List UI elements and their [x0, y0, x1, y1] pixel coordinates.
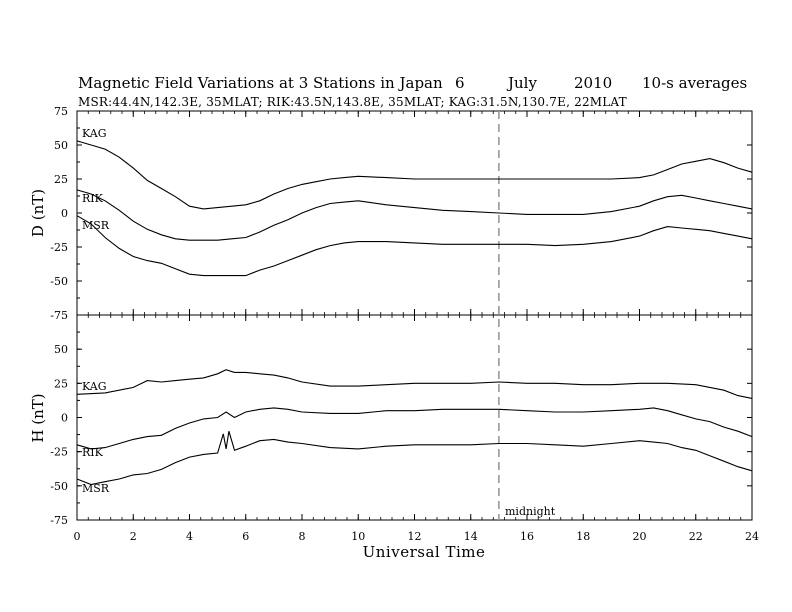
series-line-h-rik	[76, 407, 753, 450]
x-tick-label: 10	[351, 530, 365, 543]
chart-date: 6	[455, 74, 465, 92]
x-tick-label: 2	[130, 530, 137, 543]
x-tick-label: 16	[520, 530, 534, 543]
series-line-d-kag	[76, 140, 753, 210]
y-tick-label: 25	[54, 377, 68, 390]
series-line-h-msr	[76, 431, 753, 486]
x-tick-label: 6	[242, 530, 249, 543]
y-tick-label: -25	[50, 446, 68, 459]
x-tick-label: 4	[186, 530, 193, 543]
y-tick-label: 0	[61, 207, 68, 220]
d-label-kag: KAG	[82, 127, 107, 140]
h-axis-label: H (nT)	[29, 393, 47, 442]
h-label-msr: MSR	[82, 482, 110, 495]
x-tick-label: 8	[299, 530, 306, 543]
y-tick-label: -75	[50, 309, 68, 322]
y-tick-label: 50	[54, 139, 68, 152]
y-tick-label: -75	[50, 514, 68, 527]
x-tick-label: 0	[74, 530, 81, 543]
chart-averaging: 10-s averages	[642, 74, 747, 92]
chart-title: Magnetic Field Variations at 3 Stations …	[78, 74, 443, 92]
d-label-msr: MSR	[82, 219, 110, 232]
series-line-d-rik	[76, 189, 753, 241]
x-tick-label: 24	[745, 530, 759, 543]
y-tick-label: 25	[54, 173, 68, 186]
x-tick-label: 14	[464, 530, 478, 543]
y-tick-label: 75	[54, 105, 68, 118]
y-tick-label: -25	[50, 241, 68, 254]
y-tick-label: -50	[50, 480, 68, 493]
series-line-h-kag	[76, 369, 753, 399]
midnight-annotation: midnight	[505, 505, 556, 518]
x-tick-label: 22	[689, 530, 703, 543]
x-tick-label: 12	[408, 530, 422, 543]
y-tick-label: 0	[61, 412, 68, 425]
chart-subtitle: MSR:44.4N,142.3E, 35MLAT; RIK:43.5N,143.…	[78, 95, 627, 109]
d-label-rik: RIK	[82, 192, 104, 205]
h-label-rik: RIK	[82, 446, 104, 459]
y-tick-label: -50	[50, 275, 68, 288]
h-panel-frame	[76, 314, 753, 521]
h-label-kag: KAG	[82, 380, 107, 393]
x-tick-label: 20	[633, 530, 647, 543]
x-axis-label: Universal Time	[363, 543, 486, 561]
d-panel-frame	[76, 110, 753, 316]
y-tick-label: 50	[54, 343, 68, 356]
chart-year: 2010	[574, 74, 612, 92]
chart-month: July	[506, 74, 537, 92]
d-axis-label: D (nT)	[29, 189, 47, 237]
series-line-d-msr	[76, 215, 753, 277]
x-tick-label: 18	[576, 530, 590, 543]
